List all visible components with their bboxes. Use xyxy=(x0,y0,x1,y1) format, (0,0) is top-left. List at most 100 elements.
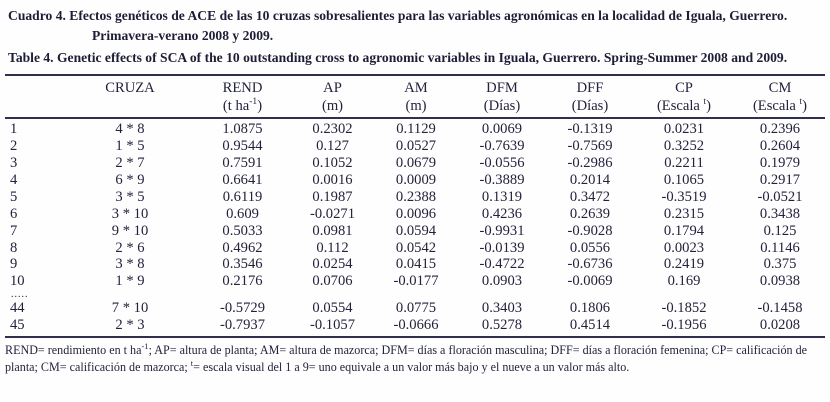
value-cell: 0.4236 xyxy=(481,205,523,222)
value-cell: -0.6736 xyxy=(567,256,613,273)
cruza-cell xyxy=(65,290,195,300)
table-row: 6 3 * 10 0.609 -0.0271 0.0096 0.4236 0.2639 0.2… xyxy=(5,206,825,223)
value-cell: 0.0938 xyxy=(759,273,801,290)
cruza-cell: 1 * 9 xyxy=(115,273,145,290)
value-cell: 0.5033 xyxy=(222,222,263,239)
column-header-idx xyxy=(5,74,65,120)
value-cell: -0.1057 xyxy=(290,317,375,339)
column-header-am: AM (m) xyxy=(375,74,457,120)
sca-table: CRUZA REND (t ha-1) AP (m) AM (m) DFM (Días) DFF(… xyxy=(5,74,825,339)
table-row: 5 3 * 5 0.6119 0.1987 0.2388 0.1319 0.3472 -0.3… xyxy=(5,189,825,206)
value-cell: -0.1852 xyxy=(661,300,707,317)
value-cell: 0.2315 xyxy=(663,205,705,222)
value-cell: 0.1052 xyxy=(312,154,353,171)
cruza-cell: 6 * 9 xyxy=(115,171,145,188)
value-cell: -0.1319 xyxy=(567,121,613,138)
cruza-cell: 2 * 7 xyxy=(115,154,145,171)
column-unit: (Días) xyxy=(483,98,521,115)
value-cell: 0.3438 xyxy=(759,205,801,222)
value-cell: -0.7569 xyxy=(567,138,613,155)
value-cell: 0.1979 xyxy=(759,154,801,171)
column-label: AM xyxy=(404,80,428,97)
row-number: 44 xyxy=(10,300,25,317)
cruza-cell: 3 * 10 xyxy=(111,205,149,222)
cruza-cell: 7 * 10 xyxy=(111,300,149,317)
value-cell: 0.0254 xyxy=(312,256,353,273)
value-cell: 1.0875 xyxy=(222,121,263,138)
value-cell: 0.6641 xyxy=(222,171,263,188)
value-cell: 0.4514 xyxy=(547,317,633,339)
value-cell xyxy=(633,290,735,300)
table-row: 10 1 * 9 0.2176 0.0706 -0.0177 0.0903 -0.0069 0… xyxy=(5,273,825,290)
value-cell: 0.2639 xyxy=(569,205,611,222)
table-row: 45 2 * 3 -0.7937 -0.1057 -0.0666 0.5278 0.4514… xyxy=(5,317,825,339)
footnote-superscript: -1 xyxy=(141,341,149,352)
value-cell: 0.0527 xyxy=(395,138,437,155)
row-number: 9 xyxy=(10,256,18,273)
value-cell: -0.0666 xyxy=(375,317,457,339)
column-header-dfm: DFM (Días) xyxy=(457,74,547,120)
column-unit: (m) xyxy=(405,98,427,115)
value-cell: 0.0009 xyxy=(395,171,437,188)
column-label: DFM xyxy=(486,80,518,97)
value-cell: 0.3546 xyxy=(222,256,263,273)
cruza-cell: 3 * 8 xyxy=(115,256,145,273)
value-cell: 0.1319 xyxy=(481,188,523,205)
table-footnote: REND= rendimiento en t ha-1; AP= altura … xyxy=(5,341,825,375)
row-number: 45 xyxy=(5,317,65,339)
column-unit: (t ha-1) xyxy=(222,97,263,115)
value-cell: 0.127 xyxy=(316,138,349,155)
value-cell xyxy=(375,290,457,300)
value-cell: 0.1065 xyxy=(663,171,705,188)
table-row: 9 3 * 8 0.3546 0.0254 0.0415 -0.4722 -0.6736 0.… xyxy=(5,256,825,273)
value-cell: 0.2014 xyxy=(569,171,611,188)
value-cell: 0.2917 xyxy=(759,171,801,188)
value-cell: 0.2302 xyxy=(312,121,353,138)
cruza-cell: 4 * 8 xyxy=(115,121,145,138)
value-cell: 0.112 xyxy=(316,239,349,256)
value-cell: 0.2396 xyxy=(759,121,801,138)
cruza-cell: 3 * 5 xyxy=(115,188,145,205)
value-cell: -0.0521 xyxy=(757,188,803,205)
column-unit: (m) xyxy=(321,98,344,115)
value-cell: -0.9028 xyxy=(567,222,613,239)
value-cell xyxy=(195,290,290,300)
value-cell: 0.0415 xyxy=(395,256,437,273)
value-cell: 0.0231 xyxy=(663,121,705,138)
row-number: 3 xyxy=(10,154,18,171)
value-cell: -0.0271 xyxy=(310,205,355,222)
value-cell: 0.1806 xyxy=(569,300,611,317)
table-row: 44 7 * 10 -0.5729 0.0554 0.0775 0.3403 0.1806 -… xyxy=(5,300,825,317)
value-cell: 0.9544 xyxy=(222,138,263,155)
value-cell: -0.2986 xyxy=(567,154,613,171)
column-label: CP xyxy=(675,80,693,97)
row-number: 10 xyxy=(10,273,25,290)
value-cell: -0.1458 xyxy=(757,300,803,317)
row-number: 5 xyxy=(10,188,18,205)
value-cell: 0.3252 xyxy=(663,138,705,155)
value-cell: -0.5729 xyxy=(220,300,265,317)
value-cell: 0.2388 xyxy=(395,188,437,205)
value-cell: 0.2176 xyxy=(222,273,263,290)
value-cell: 0.1794 xyxy=(663,222,705,239)
value-cell: -0.9931 xyxy=(479,222,525,239)
column-header-cm: CM (Escala t) xyxy=(735,74,825,120)
column-unit: (Días) xyxy=(571,98,609,115)
value-cell: 0.169 xyxy=(667,273,701,290)
value-cell: 0.0594 xyxy=(395,222,437,239)
value-cell: 0.1129 xyxy=(396,121,436,138)
value-cell: 0.0554 xyxy=(312,300,353,317)
value-cell: 0.1146 xyxy=(760,239,800,256)
value-cell: -0.4722 xyxy=(479,256,525,273)
footnote-superscript: t xyxy=(190,358,194,369)
value-cell: 0.609 xyxy=(226,205,259,222)
header-row: CRUZA REND (t ha-1) AP (m) AM (m) DFM (Días) DFF(… xyxy=(5,74,825,120)
table-caption-english: Table 4. Genetic effects of SCA of the 1… xyxy=(8,49,788,65)
value-cell: 0.7591 xyxy=(222,154,263,171)
column-unit: (Escala t) xyxy=(656,97,712,115)
value-cell: -0.1956 xyxy=(633,317,735,339)
table-row: 4 6 * 9 0.6641 0.0016 0.0009 -0.3889 0.2014 0.1… xyxy=(5,172,825,189)
row-number: 1 xyxy=(10,121,18,138)
value-cell: 0.0069 xyxy=(481,121,523,138)
